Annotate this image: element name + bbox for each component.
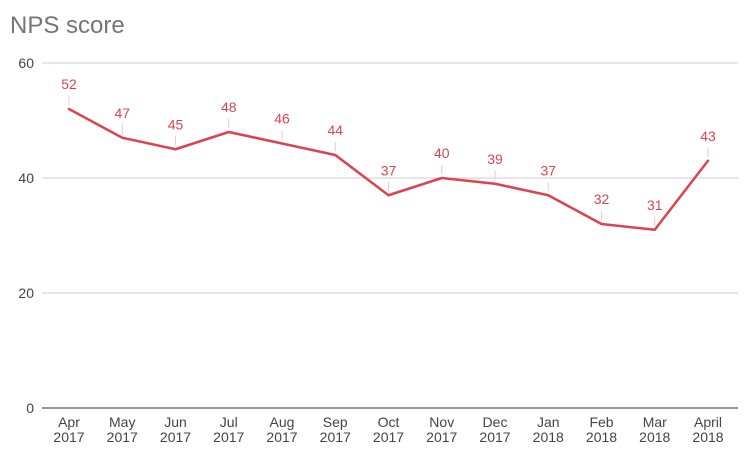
x-tick-year: 2017 [160,429,191,445]
data-label: 37 [381,162,397,178]
data-label: 44 [327,122,343,138]
x-tick-label: April 2018 [692,414,723,445]
data-labels: 52 47 45 48 46 44 37 40 39 37 32 31 43 [61,76,716,226]
x-tick-year: 2018 [586,429,617,445]
x-tick-month: April [694,414,722,430]
x-tick-month: Jan [537,414,560,430]
x-tick-year: 2018 [692,429,723,445]
x-tick-label: Sep 2017 [320,414,351,445]
x-tick-year: 2017 [107,429,138,445]
x-tick-month: Jul [220,414,238,430]
x-tick-year: 2017 [213,429,244,445]
x-tick-month: Nov [429,414,454,430]
x-tick-month: May [109,414,135,430]
x-tick-month: Apr [58,414,80,430]
x-tick-label: Apr 2017 [53,414,84,445]
x-tick-label: Jan 2018 [533,414,564,445]
y-tick-label: 40 [18,170,34,186]
x-tick-year: 2018 [639,429,670,445]
x-tick-month: Feb [589,414,613,430]
x-tick-label: Oct 2017 [373,414,404,445]
y-tick-label: 0 [26,400,34,416]
data-label: 45 [168,116,184,132]
data-label: 52 [61,76,77,92]
x-tick-month: Oct [378,414,400,430]
x-tick-label: Feb 2018 [586,414,617,445]
x-tick-month: Sep [323,414,348,430]
y-tick-labels: 0 20 40 60 [18,55,34,416]
x-tick-month: Jun [164,414,187,430]
x-tick-year: 2017 [53,429,84,445]
x-tick-label: Jun 2017 [160,414,191,445]
x-tick-label: Dec 2017 [479,414,510,445]
x-tick-label: Nov 2017 [426,414,457,445]
y-tick-label: 60 [18,55,34,71]
x-tick-year: 2017 [373,429,404,445]
x-tick-label: Aug 2017 [266,414,297,445]
y-tick-label: 20 [18,285,34,301]
data-label: 46 [274,111,290,127]
x-tick-month: Dec [483,414,508,430]
data-label: 31 [647,197,663,213]
x-tick-label: Mar 2018 [639,414,670,445]
data-label: 37 [540,162,556,178]
x-tick-month: Mar [643,414,667,430]
data-label: 40 [434,145,450,161]
data-label: 48 [221,99,237,115]
data-label: 47 [114,105,130,121]
data-label: 43 [700,128,716,144]
x-tick-year: 2017 [320,429,351,445]
x-tick-month: Aug [270,414,295,430]
data-label: 39 [487,151,503,167]
x-tick-label: Jul 2017 [213,414,244,445]
chart-title: NPS score [10,12,125,39]
x-tick-year: 2018 [533,429,564,445]
series [67,107,710,231]
x-tick-year: 2017 [479,429,510,445]
x-tick-year: 2017 [426,429,457,445]
x-tick-year: 2017 [266,429,297,445]
data-label: 32 [594,191,610,207]
gridlines [42,62,738,294]
x-tick-label: May 2017 [107,414,138,445]
